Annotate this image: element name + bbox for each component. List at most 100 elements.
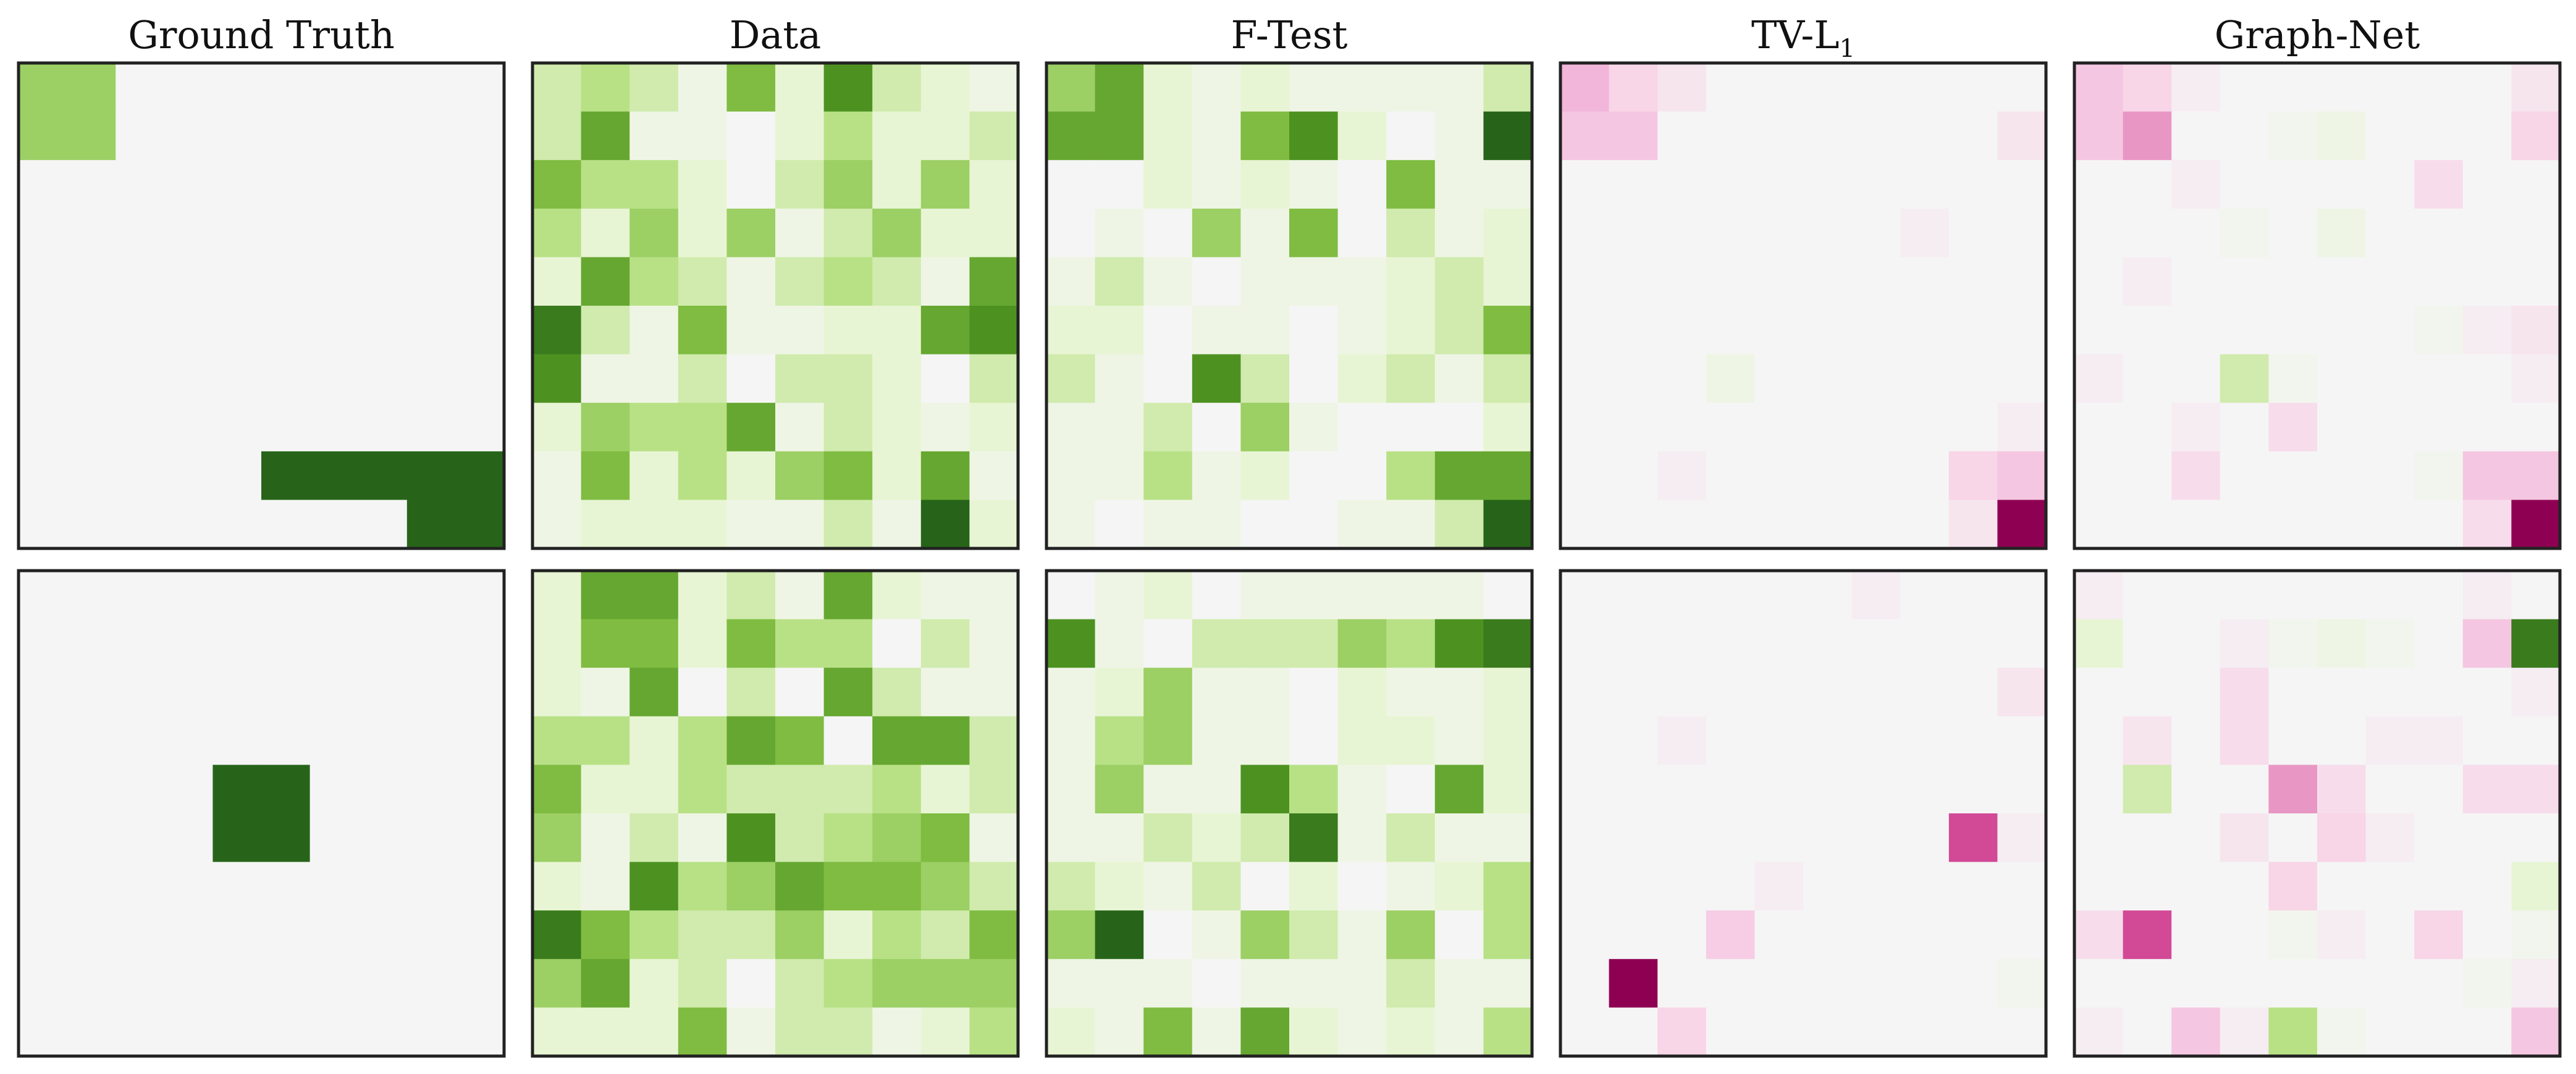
heatmap-cell — [1483, 257, 1533, 306]
heatmap-cell — [920, 959, 970, 1008]
heatmap-cell — [2462, 571, 2512, 620]
heatmap-cell — [1337, 716, 1387, 765]
heatmap-cell — [823, 257, 873, 306]
heatmap-cell — [775, 619, 825, 668]
heatmap-cell — [1143, 111, 1193, 161]
heatmap-cell — [2220, 63, 2269, 112]
heatmap-cell — [1997, 354, 2047, 403]
heatmap-cell — [1657, 451, 1707, 500]
heatmap-cell — [775, 208, 825, 258]
panel-frame — [531, 61, 1020, 550]
heatmap-cell — [1289, 862, 1339, 911]
heatmap-cell — [1851, 354, 1901, 403]
heatmap-cell — [1560, 862, 1610, 911]
heatmap-cell — [1434, 571, 1484, 620]
heatmap-cell — [2365, 111, 2415, 161]
heatmap-cell — [406, 959, 456, 1008]
heatmap-cell — [920, 63, 970, 112]
heatmap-cell — [116, 959, 165, 1008]
heatmap-cell — [1386, 765, 1436, 814]
heatmap-cell — [1706, 500, 1755, 549]
heatmap-cell — [309, 910, 359, 960]
heatmap-cell — [2123, 1007, 2172, 1057]
heatmap-cell — [969, 619, 1019, 668]
heatmap-cell — [406, 668, 456, 717]
heatmap-cell — [581, 910, 630, 960]
heatmap-cell — [164, 257, 213, 306]
heatmap-cell — [678, 910, 727, 960]
heatmap-cell — [1386, 716, 1436, 765]
heatmap-cell — [2414, 111, 2464, 161]
heatmap-cell — [1706, 257, 1755, 306]
heatmap-cell — [1609, 63, 1658, 112]
heatmap-cell — [629, 451, 679, 500]
heatmap-cell — [2317, 208, 2367, 258]
heatmap-cell — [1560, 257, 1610, 306]
heatmap-cell — [581, 959, 630, 1008]
heatmap-cell — [2462, 862, 2512, 911]
heatmap-cell — [213, 910, 262, 960]
heatmap-cell — [1483, 500, 1533, 549]
heatmap-cell — [1434, 111, 1484, 161]
heatmap-cell — [969, 716, 1019, 765]
heatmap-cell — [1483, 63, 1533, 112]
heatmap-cell — [2171, 208, 2221, 258]
heatmap-cell — [1434, 208, 1484, 258]
heatmap-cell — [1046, 1007, 1096, 1057]
heatmap-cell — [2365, 619, 2415, 668]
heatmap-cell — [581, 306, 630, 355]
heatmap-cell — [2462, 765, 2512, 814]
heatmap-cell — [581, 862, 630, 911]
heatmap-cell — [1851, 862, 1901, 911]
heatmap-cell — [1657, 403, 1707, 452]
heatmap-cell — [358, 571, 408, 620]
heatmap-cell — [1754, 765, 1804, 814]
heatmap-cell — [1657, 306, 1707, 355]
heatmap-cell — [116, 111, 165, 161]
heatmap-cell — [358, 354, 408, 403]
heatmap-cell — [1706, 1007, 1755, 1057]
heatmap-cell — [261, 111, 311, 161]
heatmap-cell — [1337, 257, 1387, 306]
heatmap-cell — [726, 668, 776, 717]
heatmap-cell — [1803, 571, 1853, 620]
heatmap-cell — [67, 959, 116, 1008]
heatmap-cell — [1240, 451, 1290, 500]
heatmap-cell — [2123, 354, 2172, 403]
heatmap-cell — [2462, 306, 2512, 355]
heatmap-cell — [1900, 403, 1950, 452]
heatmap-cell — [2317, 1007, 2367, 1057]
heatmap-cell — [309, 862, 359, 911]
heatmap-cell — [19, 160, 68, 209]
heatmap-cell — [872, 208, 922, 258]
heatmap-cell — [1483, 111, 1533, 161]
heatmap-cell — [261, 208, 311, 258]
heatmap-cell — [532, 716, 582, 765]
heatmap-cell — [1997, 910, 2047, 960]
heatmap-cell — [2462, 813, 2512, 863]
heatmap-cell — [1948, 813, 1998, 863]
heatmap-cell — [1657, 500, 1707, 549]
heatmap-cell — [2511, 716, 2561, 765]
heatmap-cell — [1706, 111, 1755, 161]
heatmap-cell — [1046, 716, 1096, 765]
heatmap-cell — [2511, 208, 2561, 258]
heatmap-cell — [261, 668, 311, 717]
heatmap-cell — [1560, 354, 1610, 403]
heatmap-cell — [1609, 160, 1658, 209]
heatmap-cell — [2511, 571, 2561, 620]
heatmap-cell — [164, 910, 213, 960]
heatmap-cell — [406, 619, 456, 668]
heatmap-cell — [969, 571, 1019, 620]
heatmap-cell — [872, 1007, 922, 1057]
heatmap-cell — [2123, 619, 2172, 668]
heatmap-cell — [823, 910, 873, 960]
heatmap-cell — [1657, 63, 1707, 112]
heatmap-cell — [1609, 306, 1658, 355]
heatmap-cell — [532, 403, 582, 452]
heatmap-cell — [1240, 63, 1290, 112]
heatmap-cell — [2123, 500, 2172, 549]
heatmap-cell — [19, 500, 68, 549]
heatmap-cell — [164, 862, 213, 911]
panel-frame — [17, 569, 506, 1058]
